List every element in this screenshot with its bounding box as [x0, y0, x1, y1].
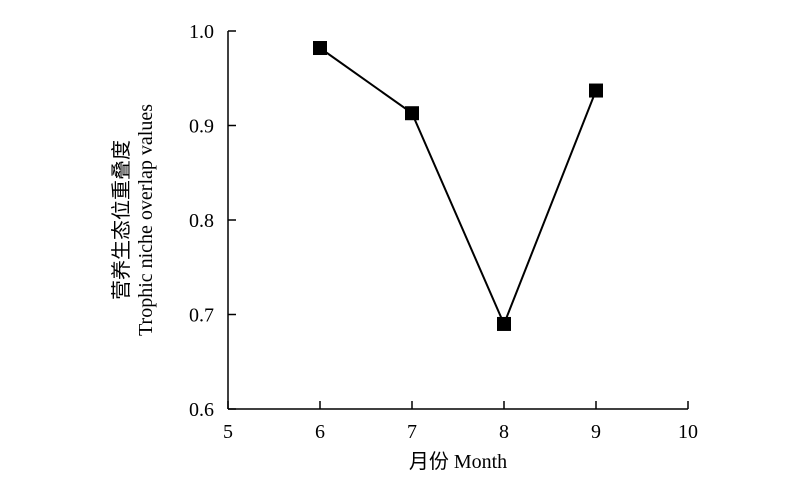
x-tick-label: 5 — [223, 421, 233, 443]
y-tick-label: 0.9 — [189, 116, 214, 138]
plot-area — [313, 41, 603, 331]
x-ticks: 5 6 7 8 9 10 — [223, 401, 698, 443]
y-tick-label: 0.6 — [189, 399, 214, 421]
y-axis-title-en: Trophic niche overlap values — [135, 104, 157, 336]
x-tick-label: 10 — [678, 421, 698, 443]
y-axis-title: 营养生态位重叠度 Trophic niche overlap values — [110, 104, 157, 336]
x-axis-title: 月份 Month — [409, 450, 507, 473]
y-tick-label: 1.0 — [189, 21, 214, 43]
y-tick-label: 0.7 — [189, 305, 214, 327]
y-axis-title-zh: 营养生态位重叠度 — [110, 140, 133, 300]
x-tick-label: 8 — [499, 421, 509, 443]
series-line — [319, 47, 597, 327]
data-point-marker — [313, 41, 327, 56]
data-point-marker — [497, 316, 511, 331]
y-ticks: 0.6 0.7 0.8 0.9 1.0 — [189, 21, 236, 421]
data-point-marker — [405, 106, 419, 121]
x-tick-label: 6 — [315, 421, 325, 443]
data-point-marker — [589, 83, 603, 98]
x-tick-label: 9 — [591, 421, 601, 443]
x-tick-label: 7 — [407, 421, 417, 443]
y-tick-label: 0.8 — [189, 210, 214, 232]
